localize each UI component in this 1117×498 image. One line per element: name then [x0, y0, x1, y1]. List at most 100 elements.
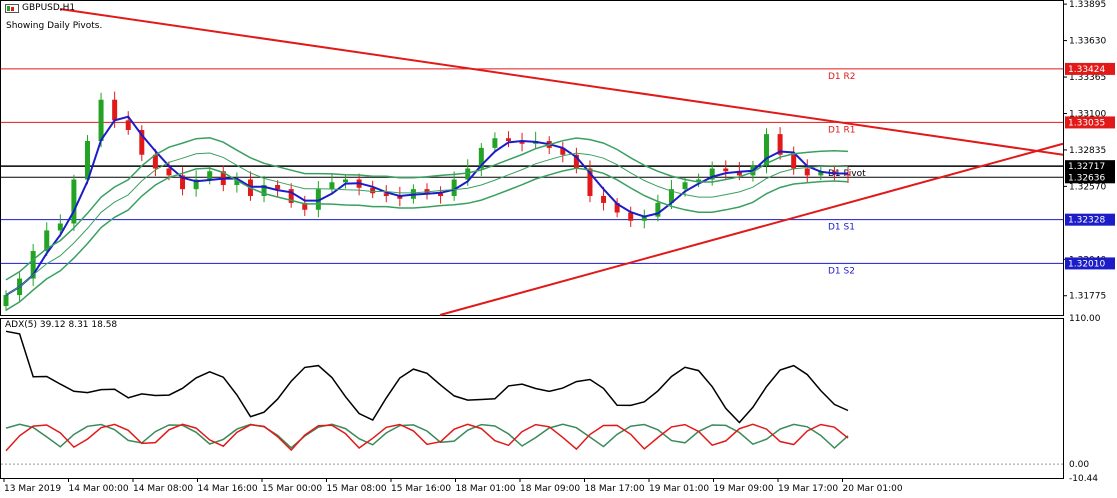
candle-body — [736, 171, 742, 176]
candle-body — [180, 175, 186, 190]
candle-body — [438, 193, 444, 197]
adx-plus-di-line — [5, 423, 849, 450]
candle-body — [234, 179, 240, 186]
candle-body — [709, 168, 715, 180]
candle-body — [166, 168, 172, 176]
pivot-label: D1 R1 — [828, 125, 856, 135]
price-tag — [1065, 62, 1115, 75]
candle-body — [560, 147, 566, 155]
candle-body — [275, 185, 281, 190]
candle-body — [492, 138, 498, 148]
candle-body — [696, 179, 702, 183]
time-axis-label: 18 Mar 09:00 — [520, 484, 580, 494]
chart-subtitle: Showing Daily Pivots. — [6, 21, 103, 31]
time-axis-label: 20 Mar 01:00 — [843, 484, 903, 494]
adx-minus-di-line — [5, 423, 849, 452]
pivot-label: D1 R2 — [828, 72, 856, 82]
candle-body — [343, 179, 349, 183]
price-tick-label: 1.33100 — [1069, 109, 1106, 119]
candle-body — [84, 140, 90, 180]
candle-body — [764, 134, 770, 166]
candle-body — [519, 140, 525, 144]
price-tag-label: 1.33424 — [1068, 65, 1105, 75]
price-tag-label: 1.32010 — [1068, 259, 1105, 269]
main-pane-frame — [0, 0, 1064, 316]
candle-body — [329, 182, 335, 190]
time-axis-label: 14 Mar 08:00 — [133, 484, 193, 494]
price-tag — [1065, 171, 1115, 184]
candle-body — [505, 138, 511, 141]
time-axis-label: 15 Mar 16:00 — [391, 484, 451, 494]
moving-average-line — [5, 115, 848, 296]
time-axis-label: 19 Mar 01:00 — [649, 484, 709, 494]
price-tick-label: 1.32835 — [1069, 146, 1106, 156]
price-tag-label: 1.32636 — [1068, 173, 1105, 183]
adx-indicator-label: ADX(5) 39.12 8.31 18.58 — [5, 320, 118, 330]
candle-body — [57, 223, 63, 231]
time-axis-label: 15 Mar 00:00 — [262, 484, 322, 494]
time-axis-label: 14 Mar 00:00 — [69, 484, 129, 494]
pivot-label: D1 S1 — [828, 223, 855, 233]
adx-scale-zero: 0.00 — [1069, 460, 1089, 470]
time-axis-label: 19 Mar 17:00 — [778, 484, 838, 494]
price-tick-label: 1.33630 — [1069, 37, 1106, 47]
candle-body — [465, 168, 471, 180]
candle-body — [601, 196, 607, 203]
candle-body — [207, 171, 213, 180]
price-tick-label: 1.32570 — [1069, 182, 1106, 192]
candle-body — [397, 196, 403, 199]
bollinger-lower-band — [5, 167, 849, 311]
candle-body — [791, 154, 797, 169]
candle-body — [424, 189, 430, 194]
candle-body — [44, 230, 50, 252]
time-axis-label: 19 Mar 09:00 — [714, 484, 774, 494]
time-axis-label: 18 Mar 17:00 — [585, 484, 645, 494]
candle-body — [451, 179, 457, 197]
candle-body — [628, 212, 634, 221]
candle-body — [193, 179, 199, 190]
candle-body — [573, 154, 579, 169]
candle-body — [682, 182, 688, 190]
candle-body — [818, 171, 824, 176]
candle-body — [30, 251, 36, 279]
candle-body — [668, 189, 674, 203]
price-tag-label: 1.32328 — [1068, 216, 1105, 226]
trendline-upper — [59, 8, 1064, 156]
chart-symbol-title: GBPUSD,H1 — [22, 3, 76, 13]
price-tag — [1065, 116, 1115, 129]
price-tag-label: 1.32717 — [1068, 162, 1105, 172]
candle-body — [383, 193, 389, 197]
window-icon — [5, 4, 19, 13]
candle-body — [139, 129, 145, 155]
candle-body — [98, 99, 104, 141]
price-tag — [1065, 257, 1115, 270]
candle-body — [587, 168, 593, 197]
price-tag — [1065, 160, 1115, 173]
trendline-lower — [439, 142, 1064, 316]
candle-body — [641, 216, 647, 221]
time-axis-label: 14 Mar 16:00 — [198, 484, 258, 494]
time-axis-label: 18 Mar 01:00 — [456, 484, 516, 494]
time-axis-label: 15 Mar 08:00 — [327, 484, 387, 494]
price-tick-label: 1.33365 — [1069, 73, 1106, 83]
price-tick-label: 1.31775 — [1069, 292, 1106, 302]
candle-body — [478, 147, 484, 169]
candle-body — [777, 134, 783, 155]
pivot-label: D1 S2 — [828, 266, 855, 276]
bollinger-upper-band — [5, 137, 849, 281]
candle-body — [112, 99, 118, 121]
price-tag-label: 1.33035 — [1068, 118, 1105, 128]
candle-body — [125, 120, 131, 130]
bollinger-middle-band — [5, 152, 849, 296]
candle-body — [315, 189, 321, 210]
candle-body — [804, 168, 810, 176]
candle-body — [845, 174, 851, 176]
adx-pane-frame — [0, 318, 1064, 479]
candle-body — [3, 295, 9, 307]
adx-scale-top: 110.00 — [1069, 314, 1101, 324]
candle-body — [261, 185, 267, 197]
adx-scale-bottom: -10.44 — [1069, 474, 1098, 484]
candle-body — [655, 202, 661, 217]
